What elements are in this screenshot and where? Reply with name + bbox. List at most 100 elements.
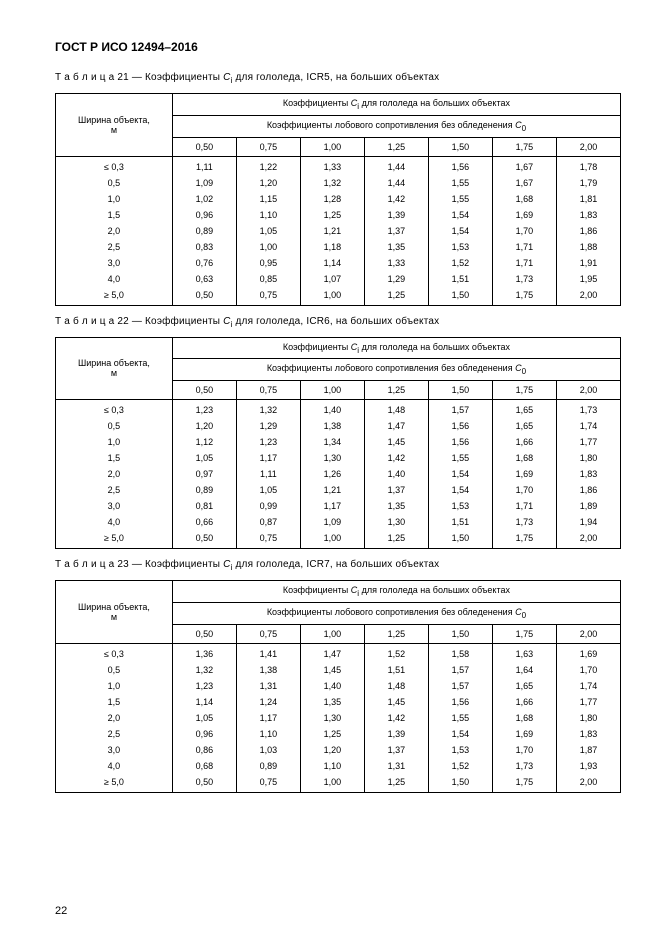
main-header: Коэффициенты Ci для гололеда на больших … [172, 337, 620, 359]
row-label: 1,0 [56, 678, 173, 694]
data-cell: 1,12 [172, 434, 236, 450]
row-label: ≤ 0,3 [56, 400, 173, 419]
data-cell: 1,38 [300, 418, 364, 434]
data-cell: 1,20 [236, 175, 300, 191]
tables-container: Т а б л и ц а 21 — Коэффициенты Ci для г… [55, 72, 621, 793]
data-cell: 1,86 [556, 482, 620, 498]
table-row: 0,51,321,381,451,511,571,641,70 [56, 662, 621, 678]
data-cell: 1,56 [428, 434, 492, 450]
data-cell: 2,00 [556, 287, 620, 306]
data-cell: 1,80 [556, 710, 620, 726]
sub-header: Коэффициенты лобового сопротивления без … [172, 115, 620, 137]
data-cell: 1,73 [492, 514, 556, 530]
data-cell: 0,66 [172, 514, 236, 530]
data-cell: 1,45 [364, 694, 428, 710]
column-header: 1,50 [428, 381, 492, 400]
data-cell: 1,20 [300, 742, 364, 758]
data-cell: 1,69 [492, 466, 556, 482]
data-cell: 1,54 [428, 466, 492, 482]
data-cell: 1,48 [364, 400, 428, 419]
row-label: 4,0 [56, 758, 173, 774]
table-row: ≥ 5,00,500,751,001,251,501,752,00 [56, 530, 621, 549]
data-cell: 1,79 [556, 175, 620, 191]
main-header-suffix: для гололеда на больших объектах [359, 585, 510, 595]
row-header-label: Ширина объекта,м [56, 581, 173, 644]
main-header-prefix: Коэффициенты [283, 98, 351, 108]
data-cell: 1,00 [236, 239, 300, 255]
data-cell: 1,68 [492, 191, 556, 207]
data-cell: 1,34 [300, 434, 364, 450]
data-cell: 1,35 [364, 239, 428, 255]
row-label: 2,0 [56, 223, 173, 239]
row-label: 3,0 [56, 498, 173, 514]
data-cell: 1,14 [300, 255, 364, 271]
data-cell: 1,39 [364, 726, 428, 742]
caption-suffix: для гололеда, ICR5, на больших объектах [233, 72, 440, 83]
column-header: 1,25 [364, 624, 428, 643]
caption-prefix: Т а б л и ц а 23 — Коэффициенты [55, 559, 223, 570]
data-cell: 1,57 [428, 678, 492, 694]
caption-var: C [223, 316, 230, 327]
data-cell: 1,47 [364, 418, 428, 434]
table-caption: Т а б л и ц а 21 — Коэффициенты Ci для г… [55, 72, 621, 85]
data-table: Ширина объекта,мКоэффициенты Ci для голо… [55, 580, 621, 793]
column-header: 1,00 [300, 137, 364, 156]
main-header: Коэффициенты Ci для гололеда на больших … [172, 94, 620, 116]
table-row: 1,51,051,171,301,421,551,681,80 [56, 450, 621, 466]
data-cell: 1,35 [300, 694, 364, 710]
table-row: 3,00,861,031,201,371,531,701,87 [56, 742, 621, 758]
table-row: 3,00,760,951,141,331,521,711,91 [56, 255, 621, 271]
data-cell: 1,44 [364, 156, 428, 175]
row-label: 2,0 [56, 466, 173, 482]
data-cell: 1,30 [300, 710, 364, 726]
data-cell: 1,70 [556, 662, 620, 678]
data-cell: 1,65 [492, 678, 556, 694]
table-row: 1,50,961,101,251,391,541,691,83 [56, 207, 621, 223]
column-header: 1,25 [364, 137, 428, 156]
caption-suffix: для гололеда, ICR6, на больших объектах [233, 316, 440, 327]
data-cell: 1,28 [300, 191, 364, 207]
data-cell: 1,23 [236, 434, 300, 450]
column-header: 0,75 [236, 624, 300, 643]
data-cell: 1,37 [364, 223, 428, 239]
row-label: 2,5 [56, 239, 173, 255]
table-row: 1,01,021,151,281,421,551,681,81 [56, 191, 621, 207]
data-cell: 1,52 [428, 255, 492, 271]
caption-prefix: Т а б л и ц а 21 — Коэффициенты [55, 72, 223, 83]
data-cell: 1,05 [236, 223, 300, 239]
data-cell: 1,74 [556, 418, 620, 434]
row-label: 3,0 [56, 255, 173, 271]
data-cell: 0,89 [172, 223, 236, 239]
column-header: 0,50 [172, 381, 236, 400]
data-cell: 1,77 [556, 434, 620, 450]
data-cell: 1,73 [492, 271, 556, 287]
data-cell: 1,45 [300, 662, 364, 678]
data-cell: 1,42 [364, 710, 428, 726]
caption-var: C [223, 559, 230, 570]
table-row: ≤ 0,31,231,321,401,481,571,651,73 [56, 400, 621, 419]
page-number: 22 [55, 905, 67, 917]
data-cell: 0,87 [236, 514, 300, 530]
data-cell: 1,42 [364, 450, 428, 466]
column-header: 1,75 [492, 381, 556, 400]
row-label: 2,5 [56, 726, 173, 742]
table-row: ≤ 0,31,361,411,471,521,581,631,69 [56, 643, 621, 662]
data-cell: 1,37 [364, 742, 428, 758]
data-cell: 1,52 [364, 643, 428, 662]
table-row: 1,01,121,231,341,451,561,661,77 [56, 434, 621, 450]
caption-suffix: для гололеда, ICR7, на больших объектах [233, 559, 440, 570]
data-cell: 1,31 [364, 758, 428, 774]
data-cell: 1,66 [492, 694, 556, 710]
data-cell: 1,35 [364, 498, 428, 514]
data-cell: 0,50 [172, 774, 236, 793]
data-cell: 1,95 [556, 271, 620, 287]
row-label: 1,5 [56, 450, 173, 466]
sub-header-prefix: Коэффициенты лобового сопротивления без … [267, 120, 515, 130]
sub-header-sub: 0 [522, 367, 526, 376]
data-cell: 1,48 [364, 678, 428, 694]
data-cell: 1,54 [428, 223, 492, 239]
data-cell: 2,00 [556, 530, 620, 549]
data-cell: 1,22 [236, 156, 300, 175]
table-row: 4,00,680,891,101,311,521,731,93 [56, 758, 621, 774]
data-cell: 0,97 [172, 466, 236, 482]
